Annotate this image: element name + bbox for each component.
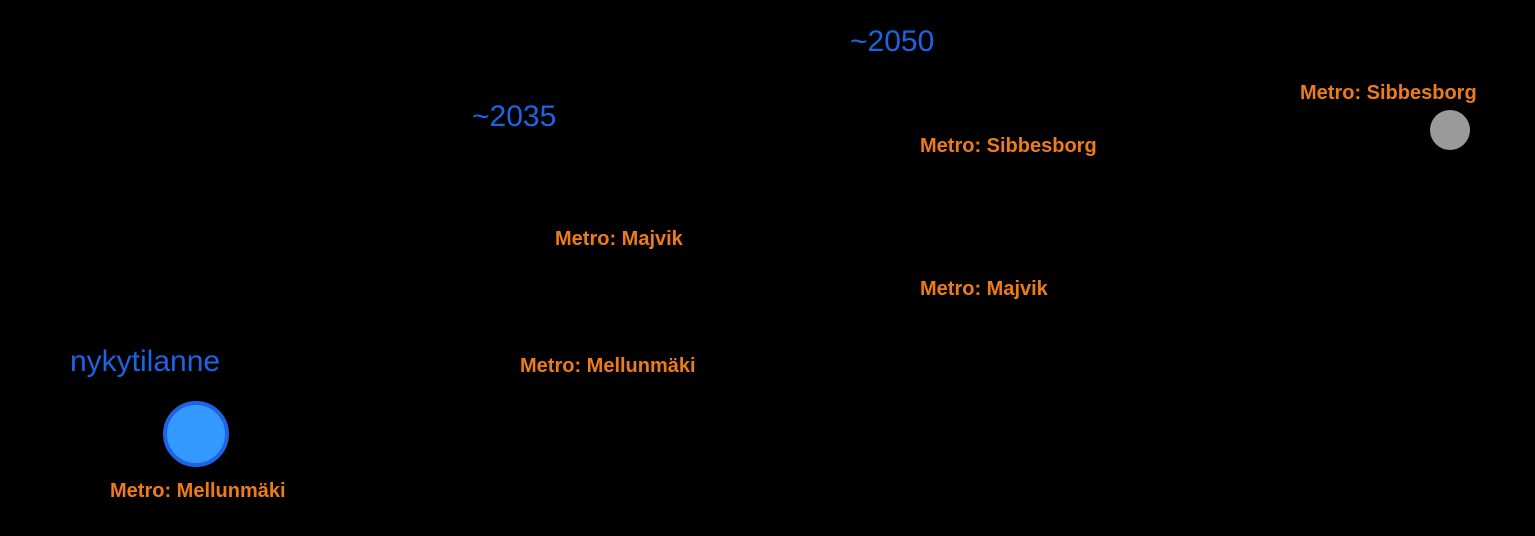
label-majvik-2: Metro: Majvik bbox=[920, 278, 1048, 301]
label-majvik-1: Metro: Majvik bbox=[555, 228, 683, 251]
label-sibbesborg-2: Metro: Sibbesborg bbox=[1300, 82, 1477, 105]
heading-2050: ~2050 bbox=[850, 25, 934, 59]
heading-2035: ~2035 bbox=[472, 100, 556, 134]
node-sibbesborg-future bbox=[1430, 110, 1470, 150]
label-mellunmaki-1: Metro: Mellunmäki bbox=[110, 480, 286, 503]
diagram-stage: nykytilanne ~2035 ~2050 Metro: Mellunmäki Me… bbox=[0, 0, 1535, 536]
label-sibbesborg-1: Metro: Sibbesborg bbox=[920, 135, 1097, 158]
label-mellunmaki-2: Metro: Mellunmäki bbox=[520, 355, 696, 378]
heading-nykytilanne: nykytilanne bbox=[70, 345, 220, 379]
node-nykytilanne bbox=[163, 401, 229, 467]
